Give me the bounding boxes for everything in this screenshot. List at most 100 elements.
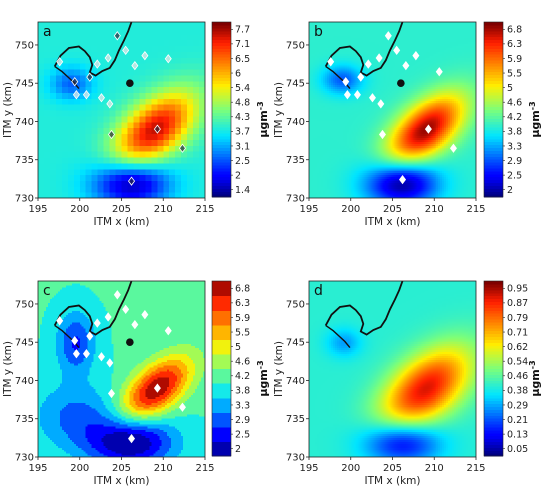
colorbar-tick-label: 2 [235,444,241,455]
x-tick-label: 195 [299,463,318,474]
station-marker [122,45,130,55]
station-marker [342,77,350,87]
station-marker [113,290,121,300]
y-tick-label: 745 [15,338,34,349]
colorbar-tick-label: 2.9 [507,156,522,167]
colorbar-tick-label: 6.8 [507,25,522,36]
colorbar-tick-label: 2.5 [507,170,522,181]
colorbar-tick-label: 6.3 [235,298,250,309]
source-site-marker [126,338,134,347]
station-marker [71,336,79,346]
station-marker [131,60,139,71]
colorbar-tick-label: 2 [235,170,241,181]
x-tick-label: 195 [28,463,47,474]
x-tick-label: 215 [466,463,485,474]
y-axis-label: ITM y (km) [273,82,285,138]
colorbar-tick-label: 3.3 [235,400,250,411]
y-axis-label: ITM y (km) [273,341,285,397]
y-tick-label: 750 [286,40,305,51]
station-marker [93,318,101,328]
station-marker [378,129,386,140]
y-tick-label: 730 [15,194,34,205]
colorbar-tick-label: 5 [235,342,241,353]
station-marker [122,304,130,314]
coastline [324,22,404,77]
panel-d: 195 200 205 210 215 730 735 740 745 750 ITM x (km)… [273,280,543,487]
colorbar-frame [211,21,232,198]
station-marker [353,90,361,100]
y-tick-label: 735 [15,414,34,425]
station-marker [82,90,90,100]
coastline [324,281,404,336]
colorbar-tick-label: 0.05 [507,444,528,455]
y-tick-label: 745 [286,338,305,349]
station-marker [424,124,432,134]
y-tick-label: 750 [15,40,34,51]
x-tick-label: 200 [341,204,360,215]
station-marker [164,326,172,336]
x-axis-label: ITM x (km) [365,216,421,228]
colorbar-tick-label: 5.5 [507,68,522,79]
colorbar-tick-label: 6.5 [235,54,250,65]
station-marker [412,51,420,61]
station-marker [435,67,443,77]
station-marker [71,77,79,87]
colorbar-tick-label: 4.8 [235,98,250,109]
station-marker [393,45,401,55]
station-marker [128,433,136,444]
y-tick-label: 735 [286,155,305,166]
coastline [53,22,133,77]
colorbar-tick-label: 7.7 [235,25,250,36]
x-tick-label: 215 [466,204,485,215]
panel-c: 195 200 205 210 215 730 735 740 745 750 ITM x (km)… [2,280,270,487]
colorbar-tick-label: 7.1 [235,39,250,50]
colorbar-tick-label: 6 [235,68,241,79]
station-marker [327,57,335,67]
heatmap-c [38,281,205,457]
colorbar-tick-label: 4.2 [235,371,250,382]
station-marker [106,99,114,109]
station-marker [141,310,149,320]
colorbar-b: 6.8 6.3 5.9 5.5 5 4.6 4.2 3.8 3.3 2.9 2.5 2 μgm-3 [483,21,542,198]
colorbar-tick-label: 5.9 [235,313,250,324]
x-tick-label: 205 [112,204,131,215]
colorbar-tick-label: 0.13 [507,429,528,440]
source-site-marker [126,79,134,88]
panel-letter: c [43,283,51,299]
colorbar-tick-label: 4.2 [507,112,522,123]
station-marker [164,54,172,64]
colorbar-tick-label: 0.29 [507,400,528,411]
station-marker [113,31,121,41]
colorbar-tick-label: 2.9 [235,415,250,426]
colorbar-tick-label: 3.1 [235,141,250,152]
x-tick-label: 210 [425,204,444,215]
x-axis-label: ITM x (km) [94,216,150,228]
station-marker [357,72,365,82]
y-tick-label: 735 [286,414,305,425]
colorbar-frame [483,21,504,198]
colorbar-a: 7.7 7.1 6.5 6 5.4 4.8 4.3 3.7 3.1 2.5 2 1.4 μgm-3 [211,21,270,198]
station-marker [153,383,161,393]
y-tick-label: 735 [15,155,34,166]
station-marker [56,57,64,67]
station-marker [364,59,372,69]
panel-letter: b [314,24,323,40]
x-tick-label: 210 [154,204,173,215]
colorbar-d: 0.95 0.87 0.79 0.71 0.62 0.54 0.46 0.38 0.29 0.21… [483,280,543,457]
station-marker [128,176,136,186]
colorbar-tick-label: 4.3 [235,112,250,123]
colorbar-unit-label: μgm-3 [528,360,543,396]
x-tick-label: 215 [195,463,214,474]
colorbar-tick-label: 3.8 [507,127,522,138]
colorbar-tick-label: 0.21 [507,415,528,426]
station-marker [399,174,407,185]
station-marker [93,59,101,69]
panel-a: 195 200 205 210 215 730 735 740 745 750 ITM x (km)… [2,21,270,228]
colorbar-tick-label: 0.79 [507,313,528,324]
colorbar-tick-label: 2.5 [235,429,250,440]
y-tick-label: 750 [286,299,305,310]
y-tick-label: 730 [15,453,34,464]
colorbar-tick-label: 0.46 [507,371,528,382]
colorbar-tick-label: 4.6 [507,98,522,109]
colorbar-tick-label: 0.71 [507,327,528,338]
